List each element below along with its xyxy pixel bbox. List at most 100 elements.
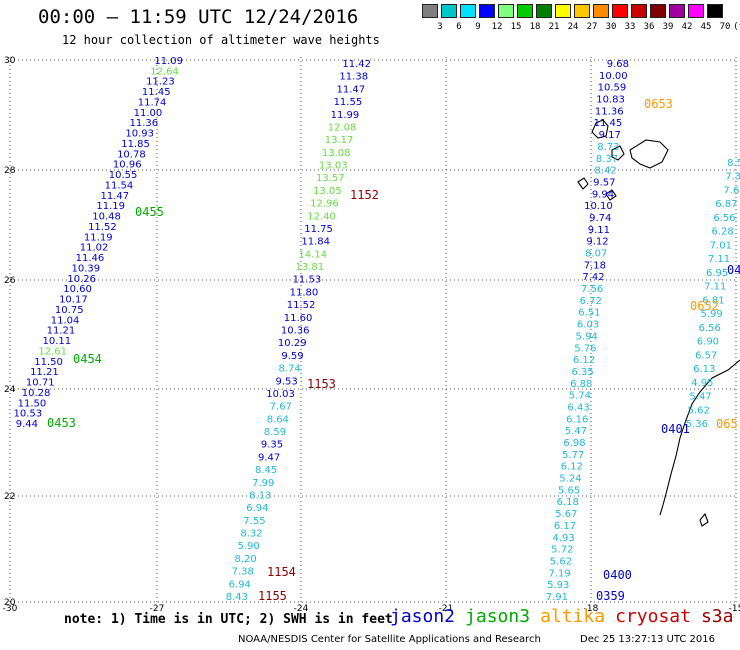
scale-swatch <box>593 4 609 18</box>
wave-height-value: 11.75 <box>304 224 333 235</box>
wave-height-value: 10.26 <box>67 274 96 285</box>
wave-height-value: 8.13 <box>249 490 271 501</box>
wave-height-value: 6.95 <box>706 268 728 279</box>
wave-height-value: 11.52 <box>287 300 316 311</box>
wave-height-value: 5.24 <box>559 474 581 485</box>
wave-height-value: 10.60 <box>63 284 92 295</box>
y-tick-label: 24 <box>4 385 16 395</box>
wave-height-value: 11.55 <box>334 97 363 108</box>
pass-time-labels: 0653 0455 1152 04 0652 0454 1153 0453 0401 065 115… <box>47 97 740 603</box>
pass-time-label: 0455 <box>135 205 164 219</box>
wave-height-value: 13.03 <box>319 161 348 172</box>
wave-height-value: 7.01 <box>710 240 732 251</box>
scale-swatch <box>612 4 628 18</box>
coastline <box>605 189 617 201</box>
wave-height-value: 11.38 <box>339 72 368 83</box>
wave-height-value: 9.35 <box>261 440 283 451</box>
wave-height-value: 6.13 <box>693 364 715 375</box>
wave-height-value: 11.85 <box>121 139 150 150</box>
wave-height-value: 7.18 <box>584 260 606 271</box>
wave-height-value: 11.45 <box>142 87 171 98</box>
wave-height-value: 11.23 <box>146 77 175 88</box>
wave-height-value: 6.90 <box>697 337 719 348</box>
scale-label: (ft) <box>733 22 740 32</box>
wave-height-value: 5.90 <box>237 541 259 552</box>
wave-height-value: 10.10 <box>584 201 613 212</box>
wave-height-value: 10.75 <box>55 305 84 316</box>
wave-height-value: 11.47 <box>337 84 366 95</box>
wave-height-value: 9.12 <box>586 237 608 248</box>
wave-height-value: 7.91 <box>546 592 568 603</box>
pass-time-label: 1153 <box>307 377 336 391</box>
scale-label: 70 <box>719 22 731 32</box>
wave-height-value: 13.05 <box>313 186 342 197</box>
x-tick-label: -30 <box>3 604 18 614</box>
wave-height-value: 5.67 <box>555 509 577 520</box>
wave-height-value: 10.55 <box>109 170 138 181</box>
x-tick-label: -18 <box>584 604 599 614</box>
wave-height-value: 10.96 <box>113 160 142 171</box>
legend-cryosat: cryosat <box>615 606 691 627</box>
wave-height-value: 5.47 <box>565 426 587 437</box>
wave-height-value: 5.99 <box>700 309 722 320</box>
pass-time-label: 0401 <box>661 422 690 436</box>
scale-label: 3 <box>437 22 443 32</box>
wave-height-value: 8.20 <box>235 554 257 565</box>
wave-height-value: 7.55 <box>243 516 265 527</box>
satellite-tracks: 11.0912.6411.2311.4511.7411.0011.3610.93… <box>14 56 740 603</box>
scale-swatch <box>669 4 685 18</box>
wave-height-value: 10.28 <box>22 388 51 399</box>
scale-swatch <box>574 4 590 18</box>
coastline <box>699 512 709 527</box>
wave-height-value: 13.17 <box>325 135 354 146</box>
wave-height-value: 11.45 <box>594 118 623 129</box>
wave-height-value: 6.87 <box>715 199 737 210</box>
wave-height-value: 8.43 <box>226 592 248 603</box>
wave-height-value: 11.00 <box>134 108 163 119</box>
wave-height-value: 8.42 <box>595 166 617 177</box>
wave-height-value: 6.12 <box>573 355 595 366</box>
wave-height-value: 7.42 <box>582 272 604 283</box>
coastline <box>591 119 609 139</box>
coastline <box>577 177 589 190</box>
wave-height-value: 8.45 <box>255 465 277 476</box>
page-subtitle: 12 hour collection of altimeter wave hei… <box>62 33 380 47</box>
pass-time-label: 0453 <box>47 416 76 430</box>
wave-height-value: 11.52 <box>88 222 117 233</box>
scale-swatch <box>631 4 647 18</box>
wave-height-value: 10.59 <box>598 83 627 94</box>
wave-height-value: 9.53 <box>276 376 298 387</box>
wave-height-value: 11.42 <box>342 59 371 70</box>
footer-timestamp: Dec 25 13:27:13 UTC 2016 <box>580 634 715 645</box>
x-tick-label: -24 <box>294 604 309 614</box>
wave-height-value: 5.76 <box>574 343 596 354</box>
pass-time-label: 04 <box>727 263 740 277</box>
y-tick-label: 28 <box>4 166 16 176</box>
scale-swatch <box>460 4 476 18</box>
wave-height-value: 8.07 <box>585 249 607 260</box>
pass-time-label: 0652 <box>690 299 719 313</box>
wave-height-value: 11.84 <box>301 237 330 248</box>
wave-height-value: 11.50 <box>18 398 47 409</box>
scale-swatch <box>517 4 533 18</box>
wave-height-value: 11.02 <box>80 243 109 254</box>
wave-height-value: 7.6 <box>723 185 739 196</box>
y-tick-label: 26 <box>4 276 16 286</box>
satellite-legend: jason2 jason3 altika cryosat s3a <box>390 606 740 627</box>
wave-height-value: 11.60 <box>284 313 313 324</box>
wave-height-value: 10.78 <box>117 149 146 160</box>
wave-height-value: 7.19 <box>548 568 570 579</box>
wave-height-value: 7.38 <box>232 567 254 578</box>
scale-label: 33 <box>624 22 636 32</box>
scale-label: 27 <box>586 22 598 32</box>
wave-height-value: 7.3 <box>725 172 740 183</box>
wave-height-value: 7.67 <box>270 402 292 413</box>
axis-tick-labels: -30 -27 -24 -21 -18 -15 30 28 26 24 22 20 <box>3 56 740 614</box>
pass-time-label: 1152 <box>350 188 379 202</box>
wave-height-value: 9.74 <box>589 213 611 224</box>
scale-label: 6 <box>456 22 462 32</box>
wave-height-value: 8.59 <box>264 427 286 438</box>
pass-time-label: 0653 <box>644 97 673 111</box>
pass-time-label: 0454 <box>73 352 102 366</box>
scale-swatch <box>555 4 571 18</box>
